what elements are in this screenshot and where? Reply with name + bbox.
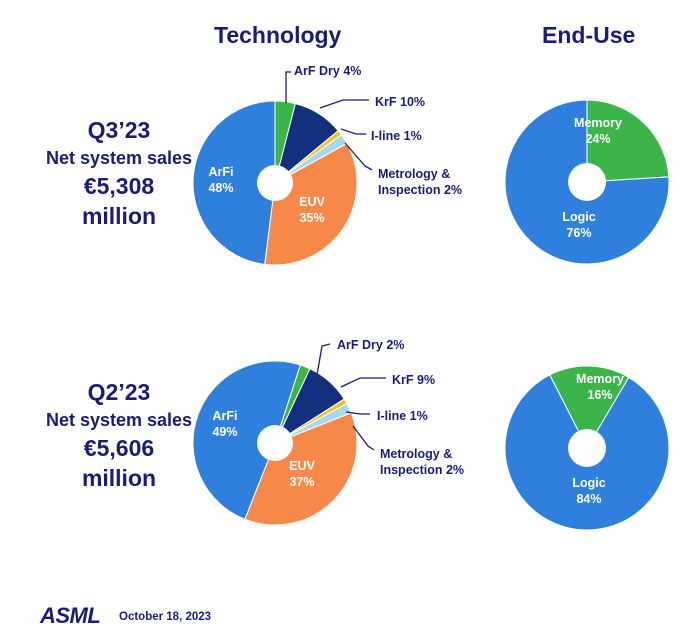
technology-q3-23-leader-i-line: [340, 128, 366, 135]
technology-q2-23-leader-krf: [340, 377, 386, 388]
technology-q2-23-label-krf: KrF 9%: [392, 373, 435, 387]
technology-q3-23-leader-metrology-inspection: [344, 142, 373, 171]
technology-q2-23-donut-hole: [257, 425, 293, 461]
technology-q3-23-label-i-line: I-line 1%: [371, 129, 422, 143]
end-use-q2-23-donut-hole: [568, 429, 606, 467]
end-use-q2-23-slice-memory: [549, 365, 630, 450]
q3-label: Net system sales: [45, 148, 193, 168]
technology-q2-23-label-euv: EUV 37%: [289, 459, 315, 489]
technology-header: Technology: [214, 22, 342, 48]
technology-q3-23-donut-hole: [257, 165, 293, 201]
q2-summary: Q2’23 Net system sales €5,606 million: [44, 377, 194, 493]
q2-value: €5,606 million: [81, 435, 157, 491]
q3-summary: Q3’23 Net system sales €5,308 million: [44, 115, 194, 231]
end-use-q3-23-label-memory: Memory 24%: [574, 116, 622, 146]
end-use-q3-23-slice-memory: [586, 99, 670, 183]
technology-q3-23-label-euv: EUV 35%: [299, 195, 325, 225]
technology-q3-23-label-arf-dry: ArF Dry 4%: [294, 64, 361, 78]
end-use-q3-23-label-logic: Logic 76%: [562, 210, 595, 240]
end-use-q2-23-label-memory: Memory 16%: [576, 372, 624, 402]
q3-value: €5,308 million: [81, 173, 157, 229]
footer-date: October 18, 2023: [119, 611, 212, 623]
end-use-header: End-Use: [542, 22, 636, 48]
asml-logo: ASML: [40, 603, 101, 628]
technology-q2-23-slice-arfi: [192, 360, 301, 520]
technology-q2-23-label-i-line: I-line 1%: [377, 409, 428, 423]
technology-q3-23-leader-arf-dry: [285, 71, 291, 103]
technology-q3-23-label-metrology-inspection: Metrology & Inspection 2%: [378, 167, 462, 197]
technology-q2-23-label-arf-dry: ArF Dry 2%: [337, 338, 404, 352]
end-use-q3-23-donut-hole: [568, 163, 606, 201]
q3-quarter: Q3’23: [87, 117, 151, 143]
technology-q3-23-slice-arfi: [192, 100, 276, 265]
technology-q2-23-label-metrology-inspection: Metrology & Inspection 2%: [380, 447, 464, 477]
q2-label: Net system sales: [45, 410, 193, 430]
technology-q2-23-leader-i-line: [345, 411, 370, 415]
technology-q3-23-leader-krf: [319, 99, 369, 109]
end-use-q2-23-label-logic: Logic 84%: [572, 476, 605, 506]
technology-q2-23-leader-metrology-inspection: [352, 425, 375, 451]
technology-q2-23-slice-euv: [244, 412, 358, 526]
technology-q3-23-label-krf: KrF 10%: [375, 95, 425, 109]
q2-quarter: Q2’23: [87, 379, 151, 405]
technology-q2-23-leader-arf-dry: [316, 343, 331, 376]
technology-q3-23-slice-euv: [264, 142, 358, 266]
technology-q3-23-label-arfi: ArFi 48%: [208, 165, 233, 195]
technology-q2-23-label-arfi: ArFi 49%: [212, 409, 237, 439]
